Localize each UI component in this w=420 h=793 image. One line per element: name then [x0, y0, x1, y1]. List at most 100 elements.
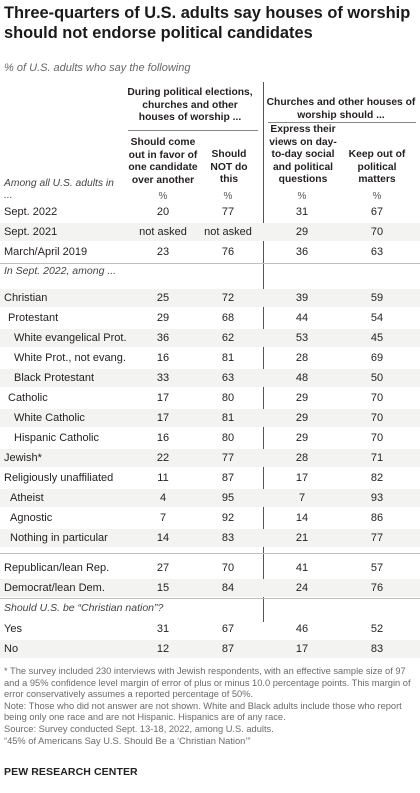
- row-label: Sept. 2021: [4, 226, 58, 238]
- cell-value: 24: [295, 582, 309, 594]
- row-shading: [0, 289, 420, 307]
- col-header-favor-candidate: Should come out in favor of one candidat…: [128, 137, 198, 186]
- cell-value: 82: [370, 472, 384, 484]
- cell-value: 44: [295, 312, 309, 324]
- row-shading: [0, 579, 420, 597]
- cell-value: 11: [157, 472, 169, 484]
- row-label: White evangelical Prot.: [14, 332, 127, 344]
- section-separator: [0, 263, 420, 264]
- group-header-right: Churches and other houses of worship sho…: [266, 97, 416, 121]
- table-row: Democrat/lean Dem. 15 84 24 76: [0, 578, 420, 598]
- cell-value: 77: [221, 206, 235, 218]
- cell-value: 80: [221, 392, 235, 404]
- cell-value: 29: [156, 312, 170, 324]
- cell-value: 17: [295, 643, 309, 655]
- cell-value: 31: [295, 206, 309, 218]
- cell-value: 41: [295, 562, 309, 574]
- row-shading: [0, 329, 420, 347]
- table-row: Yes 31 67 46 52: [0, 619, 420, 639]
- row-shading: [0, 409, 420, 427]
- cell-value: 63: [221, 372, 235, 384]
- cell-value: 15: [156, 582, 170, 594]
- cell-value: 52: [370, 623, 384, 635]
- table-row: Christian 25 72 39 59: [0, 288, 420, 308]
- col-header-not-do: Should NOT do this: [210, 149, 248, 185]
- cell-value: 45: [370, 332, 384, 344]
- cell-value: 54: [370, 312, 384, 324]
- cell-value: 46: [295, 623, 309, 635]
- row-label: White Prot., not evang.: [14, 352, 126, 364]
- cell-value: 62: [221, 332, 235, 344]
- table-row: Agnostic 7 92 14 86: [0, 508, 420, 528]
- table-row: Sept. 2021 not asked not asked 29 70: [0, 222, 420, 242]
- cell-value: 27: [156, 562, 170, 574]
- cell-value: 29: [295, 226, 309, 238]
- cell-value: 7: [159, 512, 167, 524]
- row-label: Agnostic: [10, 512, 53, 524]
- cell-value: 83: [370, 643, 384, 655]
- table-row: March/April 2019 23 76 36 63: [0, 242, 420, 262]
- cell-value: 28: [295, 352, 309, 364]
- row-shading: [0, 223, 420, 241]
- cell-value: 67: [221, 623, 235, 635]
- cell-value: 7: [298, 492, 306, 504]
- table-row: Hispanic Catholic 16 80 29 70: [0, 428, 420, 448]
- section-separator: [0, 553, 420, 554]
- table-row: White Catholic 17 81 29 70: [0, 408, 420, 428]
- cell-value: 77: [221, 452, 235, 464]
- cell-value: 81: [221, 412, 235, 424]
- row-label: Protestant: [8, 312, 59, 324]
- cell-value: 87: [221, 472, 235, 484]
- cell-value: 17: [156, 412, 170, 424]
- cell-value: 63: [370, 246, 384, 258]
- row-shading: [0, 369, 420, 387]
- row-label: Hispanic Catholic: [14, 432, 99, 444]
- cell-value: 70: [370, 392, 384, 404]
- row-label: March/April 2019: [4, 246, 88, 258]
- section-label-2022: In Sept. 2022, among ...: [4, 265, 117, 277]
- cell-value: 16: [156, 352, 170, 364]
- cell-value: 77: [370, 532, 384, 544]
- cell-value: 72: [221, 292, 235, 304]
- row-shading: [0, 489, 420, 507]
- cell-value: not asked: [204, 226, 252, 238]
- table-row: No 12 87 17 83: [0, 639, 420, 659]
- cell-value: 17: [295, 472, 309, 484]
- row-label: White Catholic: [14, 412, 85, 424]
- cell-value: 25: [156, 292, 170, 304]
- cell-value: 28: [295, 452, 309, 464]
- table-row: Republican/lean Rep. 27 70 41 57: [0, 558, 420, 578]
- cell-value: 4: [159, 492, 167, 504]
- table-row: Catholic 17 80 29 70: [0, 388, 420, 408]
- cell-value: 93: [370, 492, 384, 504]
- cell-value: 48: [295, 372, 309, 384]
- group-header-left: During political elections, churches and…: [127, 87, 253, 123]
- table-row: Black Protestant 33 63 48 50: [0, 368, 420, 388]
- cell-value: 86: [370, 512, 384, 524]
- cell-value: 50: [370, 372, 384, 384]
- row-label: Religiously unaffiliated: [4, 472, 114, 484]
- cell-value: 84: [221, 582, 235, 594]
- footnote-source: Source: Survey conducted Sept. 13-18, 20…: [4, 723, 274, 734]
- row-label: Yes: [4, 623, 22, 635]
- cell-value: 57: [370, 562, 384, 574]
- cell-value: 14: [156, 532, 170, 544]
- row-label-header: Among all U.S. adults in ...: [4, 178, 114, 201]
- table-row: Nothing in particular 14 83 21 77: [0, 528, 420, 548]
- row-label: Republican/lean Rep.: [4, 562, 110, 574]
- cell-value: 22: [156, 452, 170, 464]
- footnote-note: Note: Those who did not answer are not s…: [4, 700, 402, 723]
- row-label: Sept. 2022: [4, 206, 58, 218]
- cell-value: 36: [156, 332, 170, 344]
- cell-value: 14: [295, 512, 309, 524]
- cell-value: 31: [156, 623, 170, 635]
- cell-value: 36: [295, 246, 309, 258]
- cell-value: 87: [221, 643, 235, 655]
- cell-value: 68: [221, 312, 235, 324]
- cell-value: 29: [295, 412, 309, 424]
- table-row: Religiously unaffiliated 11 87 17 82: [0, 468, 420, 488]
- cell-value: 69: [370, 352, 384, 364]
- chart-title: Three-quarters of U.S. adults say houses…: [4, 4, 411, 42]
- col-header-express-views: Express their views on day-to-day social…: [269, 124, 337, 185]
- cell-value: 80: [221, 432, 235, 444]
